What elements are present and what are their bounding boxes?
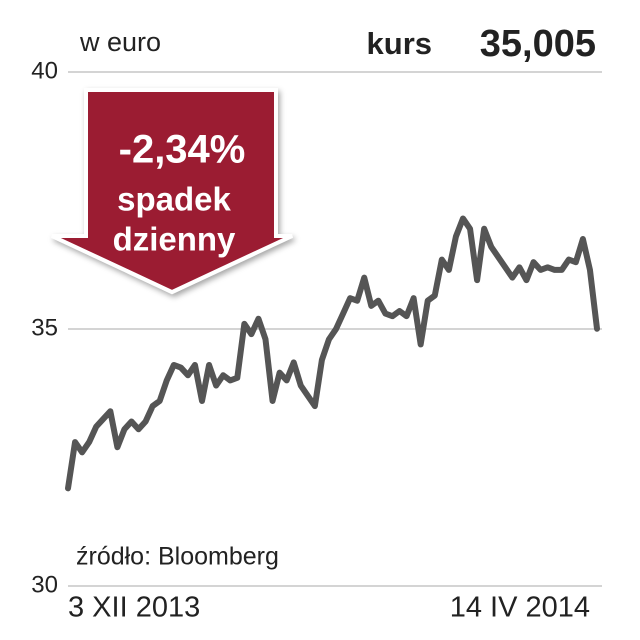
change-badge	[51, 88, 293, 295]
source: źródło: Bloomberg	[76, 543, 279, 571]
x-tick-label: 14 IV 2014	[450, 592, 590, 624]
unit-label: w euro	[79, 27, 161, 57]
badge-line: spadek	[117, 181, 231, 218]
y-tick-label: 35	[31, 314, 58, 341]
y-tick-label: 30	[31, 571, 58, 598]
x-tick-label: 3 XII 2013	[68, 592, 200, 624]
badge-line: dzienny	[113, 221, 236, 258]
grid	[65, 71, 602, 587]
price-label: kurs	[367, 26, 432, 61]
price-line	[65, 215, 600, 492]
y-tick-label: 40	[31, 57, 58, 84]
change-value: -2,34%	[119, 128, 246, 172]
price-value: 35,005	[480, 23, 596, 65]
